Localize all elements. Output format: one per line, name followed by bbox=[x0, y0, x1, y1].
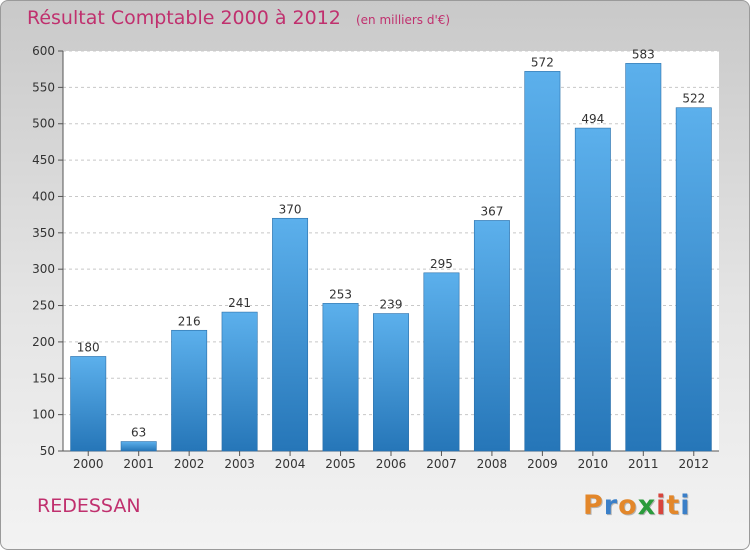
y-tick-label: 100 bbox=[32, 408, 55, 422]
brand-letter: i bbox=[656, 490, 667, 521]
chart-subtitle: (en milliers d'€) bbox=[355, 13, 451, 27]
bar bbox=[625, 63, 662, 452]
x-tick-label: 2011 bbox=[628, 457, 659, 471]
data-label: 295 bbox=[430, 257, 453, 271]
data-label: 63 bbox=[131, 426, 146, 440]
bar bbox=[675, 107, 712, 452]
bar bbox=[171, 329, 208, 452]
bar bbox=[373, 313, 409, 452]
x-tick-label: 2009 bbox=[527, 457, 558, 471]
brand-letter: x bbox=[637, 490, 657, 521]
data-label: 572 bbox=[531, 55, 554, 69]
y-tick-label: 150 bbox=[32, 371, 55, 385]
bar bbox=[272, 217, 309, 452]
bar bbox=[221, 311, 258, 452]
x-tick-label: 2012 bbox=[678, 457, 709, 471]
brand-letter: i bbox=[680, 490, 691, 521]
y-tick-label: 550 bbox=[32, 80, 55, 94]
chart-title: Résultat Comptable 2000 à 2012 bbox=[27, 7, 341, 29]
brand-letter: P bbox=[583, 490, 604, 521]
y-tick-label: 500 bbox=[32, 117, 55, 131]
y-tick-label: 400 bbox=[32, 189, 55, 203]
x-tick-label: 2004 bbox=[275, 457, 306, 471]
y-tick-label: 350 bbox=[32, 226, 55, 240]
x-tick-label: 2010 bbox=[578, 457, 609, 471]
place-name: REDESSAN bbox=[37, 495, 141, 517]
bar bbox=[120, 441, 157, 452]
y-tick-label: 300 bbox=[32, 262, 55, 276]
data-label: 241 bbox=[228, 296, 251, 310]
bar bbox=[574, 127, 611, 452]
title-row: Résultat Comptable 2000 à 2012 (en milli… bbox=[27, 7, 450, 29]
x-tick-label: 2007 bbox=[426, 457, 457, 471]
data-label: 180 bbox=[77, 340, 100, 354]
x-tick-label: 2005 bbox=[325, 457, 356, 471]
data-label: 367 bbox=[480, 204, 503, 218]
x-tick-label: 2000 bbox=[73, 457, 104, 471]
data-label: 239 bbox=[380, 298, 403, 312]
x-tick-label: 2008 bbox=[477, 457, 508, 471]
y-tick-label: 50 bbox=[40, 444, 55, 458]
x-tick-label: 2006 bbox=[376, 457, 407, 471]
data-label: 583 bbox=[632, 47, 655, 61]
x-tick-label: 2002 bbox=[174, 457, 205, 471]
y-tick-label: 450 bbox=[32, 153, 55, 167]
data-label: 216 bbox=[178, 314, 201, 328]
x-tick-label: 2001 bbox=[123, 457, 154, 471]
bar bbox=[473, 220, 510, 452]
brand-letter: r bbox=[603, 490, 619, 521]
y-tick-label: 200 bbox=[32, 335, 55, 349]
brand-letter: o bbox=[618, 490, 638, 521]
data-label: 494 bbox=[581, 112, 604, 126]
x-tick-label: 2003 bbox=[224, 457, 255, 471]
y-tick-label: 600 bbox=[32, 44, 55, 58]
data-label: 522 bbox=[682, 92, 705, 106]
y-tick-label: 250 bbox=[32, 299, 55, 313]
bar bbox=[322, 303, 359, 452]
bar bbox=[524, 71, 561, 452]
brand-letter: t bbox=[666, 490, 681, 521]
data-label: 253 bbox=[329, 287, 352, 301]
bar bbox=[423, 272, 460, 452]
brand-logo: Proxiti bbox=[583, 490, 691, 521]
data-label: 370 bbox=[279, 202, 302, 216]
bar bbox=[70, 356, 107, 452]
